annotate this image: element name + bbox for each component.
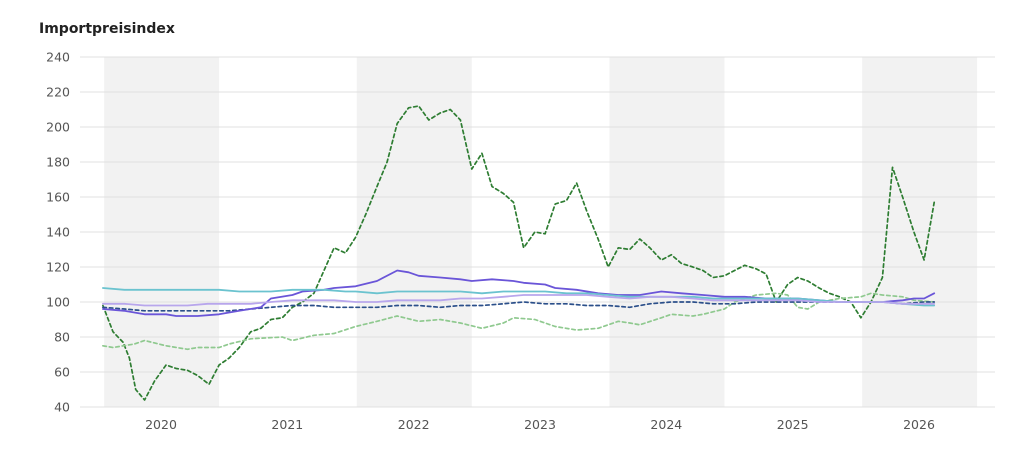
x-tick-label: 2021 [271, 417, 303, 432]
x-tick-label: 2022 [398, 417, 430, 432]
y-axis-tick-labels: 40 60 80 100 120 140 160 180 200 220 240 [46, 50, 70, 415]
y-tick-label: 80 [54, 330, 70, 345]
y-tick-label: 180 [46, 155, 70, 170]
series-line-3[interactable] [102, 269, 936, 317]
x-tick-label: 2024 [650, 417, 682, 432]
y-tick-label: 160 [46, 190, 70, 205]
x-tick-label: 2026 [903, 417, 935, 432]
x-tick-label: 2020 [145, 417, 177, 432]
y-tick-label: 140 [46, 225, 70, 240]
series-lines [102, 105, 936, 401]
chart-title: Importpreisindex [39, 21, 175, 37]
x-tick-label: 2023 [524, 417, 556, 432]
y-tick-label: 60 [54, 365, 70, 380]
y-tick-label: 240 [46, 50, 70, 65]
x-tick-label: 2025 [777, 417, 809, 432]
series-line-5[interactable] [102, 294, 936, 307]
series-line-0[interactable] [102, 105, 936, 401]
y-tick-label: 200 [46, 120, 70, 135]
series-line-1[interactable] [102, 292, 936, 351]
y-tick-label: 120 [46, 260, 70, 275]
y-tick-label: 40 [54, 400, 70, 415]
x-axis-tick-labels: 2020 2021 2022 2023 2024 2025 2026 [145, 417, 935, 432]
y-tick-label: 100 [46, 295, 70, 310]
y-tick-label: 220 [46, 85, 70, 100]
series-line-4[interactable] [102, 287, 936, 307]
